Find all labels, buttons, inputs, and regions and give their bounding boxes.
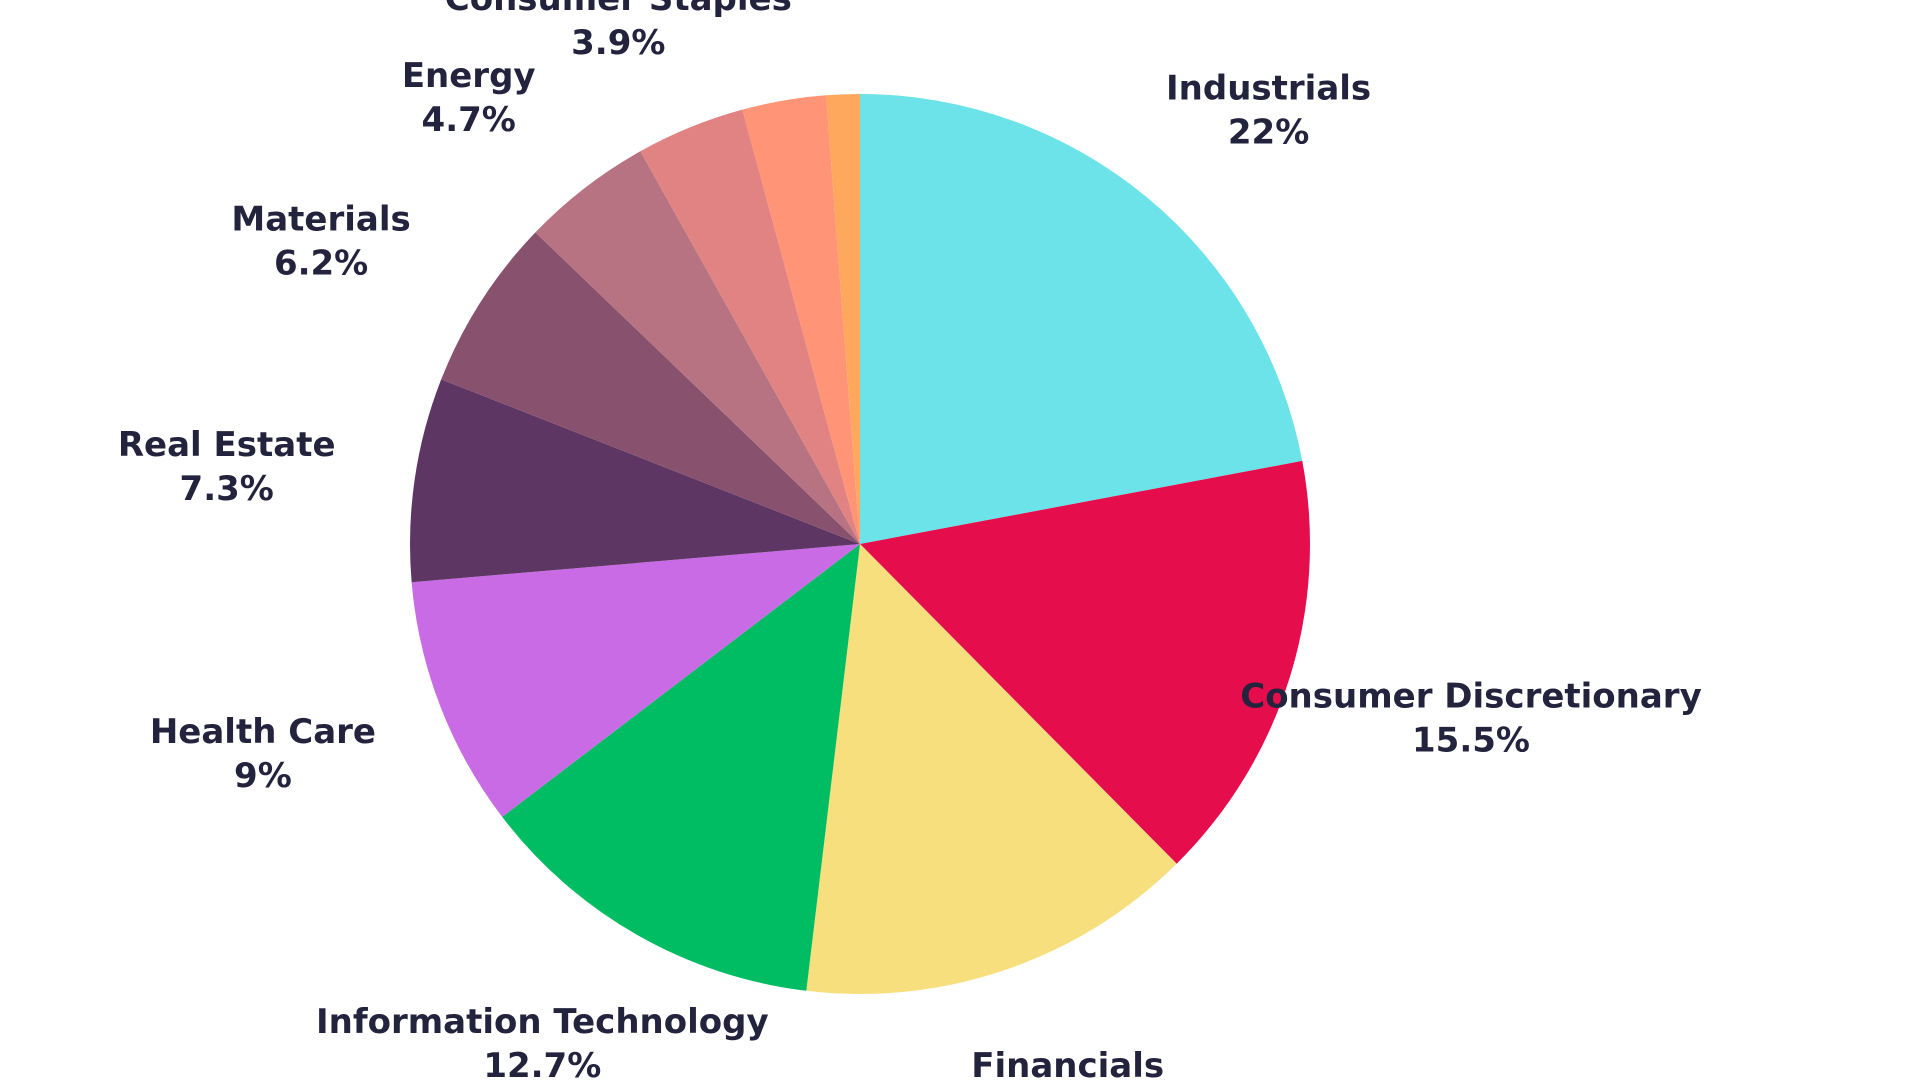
pie-slice xyxy=(535,151,860,544)
pie-slice xyxy=(409,379,860,583)
pie-slice xyxy=(441,232,860,544)
slice-value-label: 7.3% xyxy=(180,469,274,509)
slice-label: Energy xyxy=(402,56,536,96)
pie-slice xyxy=(502,544,860,991)
pie-slice xyxy=(826,94,860,544)
pie-slice xyxy=(640,109,860,544)
slice-value-label: 4.7% xyxy=(422,100,516,140)
slice-value-label: 12.7% xyxy=(483,1046,601,1080)
slice-value-label: 3.9% xyxy=(571,23,665,63)
pie-slice xyxy=(860,460,1310,864)
slice-label: Real Estate xyxy=(118,425,336,465)
slice-label: Consumer Staples xyxy=(445,0,792,19)
pie-slice xyxy=(806,544,1177,994)
slice-label: Health Care xyxy=(150,712,376,752)
slice-label: Financials xyxy=(971,1046,1164,1080)
slice-label: Industrials xyxy=(1166,68,1371,108)
slice-value-label: 9% xyxy=(234,756,292,796)
slice-label: Information Technology xyxy=(316,1002,769,1042)
pie-slice xyxy=(742,95,860,544)
pie-slice xyxy=(411,544,860,817)
pie-slice xyxy=(860,94,1303,544)
pie-slices xyxy=(409,94,1310,994)
slice-value-label: 15.5% xyxy=(1412,721,1530,761)
slice-label: Consumer Discretionary xyxy=(1240,677,1702,717)
slice-value-label: 22% xyxy=(1228,112,1309,152)
slice-value-label: 6.2% xyxy=(274,244,368,284)
slice-label: Materials xyxy=(231,200,410,240)
